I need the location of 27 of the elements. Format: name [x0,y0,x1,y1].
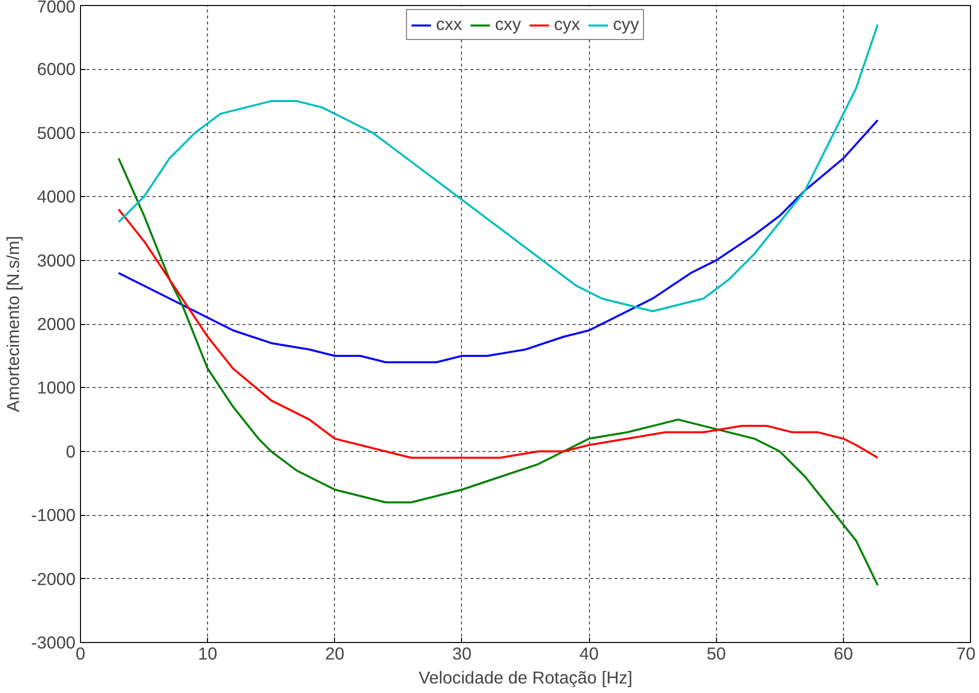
y-tick-label: 4000 [36,186,76,207]
x-tick-label: 70 [956,644,976,664]
x-tick-label: 20 [325,644,344,664]
x-tick-label: 50 [706,644,726,664]
legend-label: cxy [495,14,521,35]
y-tick-label: 6000 [36,59,76,80]
y-tick-label: 3000 [36,250,76,270]
legend-label: cyy [613,14,639,35]
legend-label: cyx [554,14,580,35]
y-tick-label: -2000 [31,568,76,589]
y-tick-label: 0 [66,441,76,462]
y-tick-label: 5000 [36,122,76,143]
x-tick-label: 60 [834,644,853,664]
x-tick-label: 40 [579,644,599,664]
y-tick-label: -3000 [31,632,76,652]
y-tick-label: 2000 [36,314,76,334]
y-tick-label: -1000 [31,505,76,526]
legend-label: cxx [436,14,462,35]
x-tick-label: 10 [198,644,218,664]
x-axis-title: Velocidade de Rotação [Hz] [418,668,632,688]
line-series [118,157,879,586]
y-tick-label: 7000 [36,0,76,16]
line-series [118,119,879,364]
x-tick-label: 30 [452,644,472,664]
line-series [118,208,879,459]
y-axis-title: Amortecimento [N.s/m] [3,236,24,412]
y-tick-label: 1000 [36,378,76,398]
